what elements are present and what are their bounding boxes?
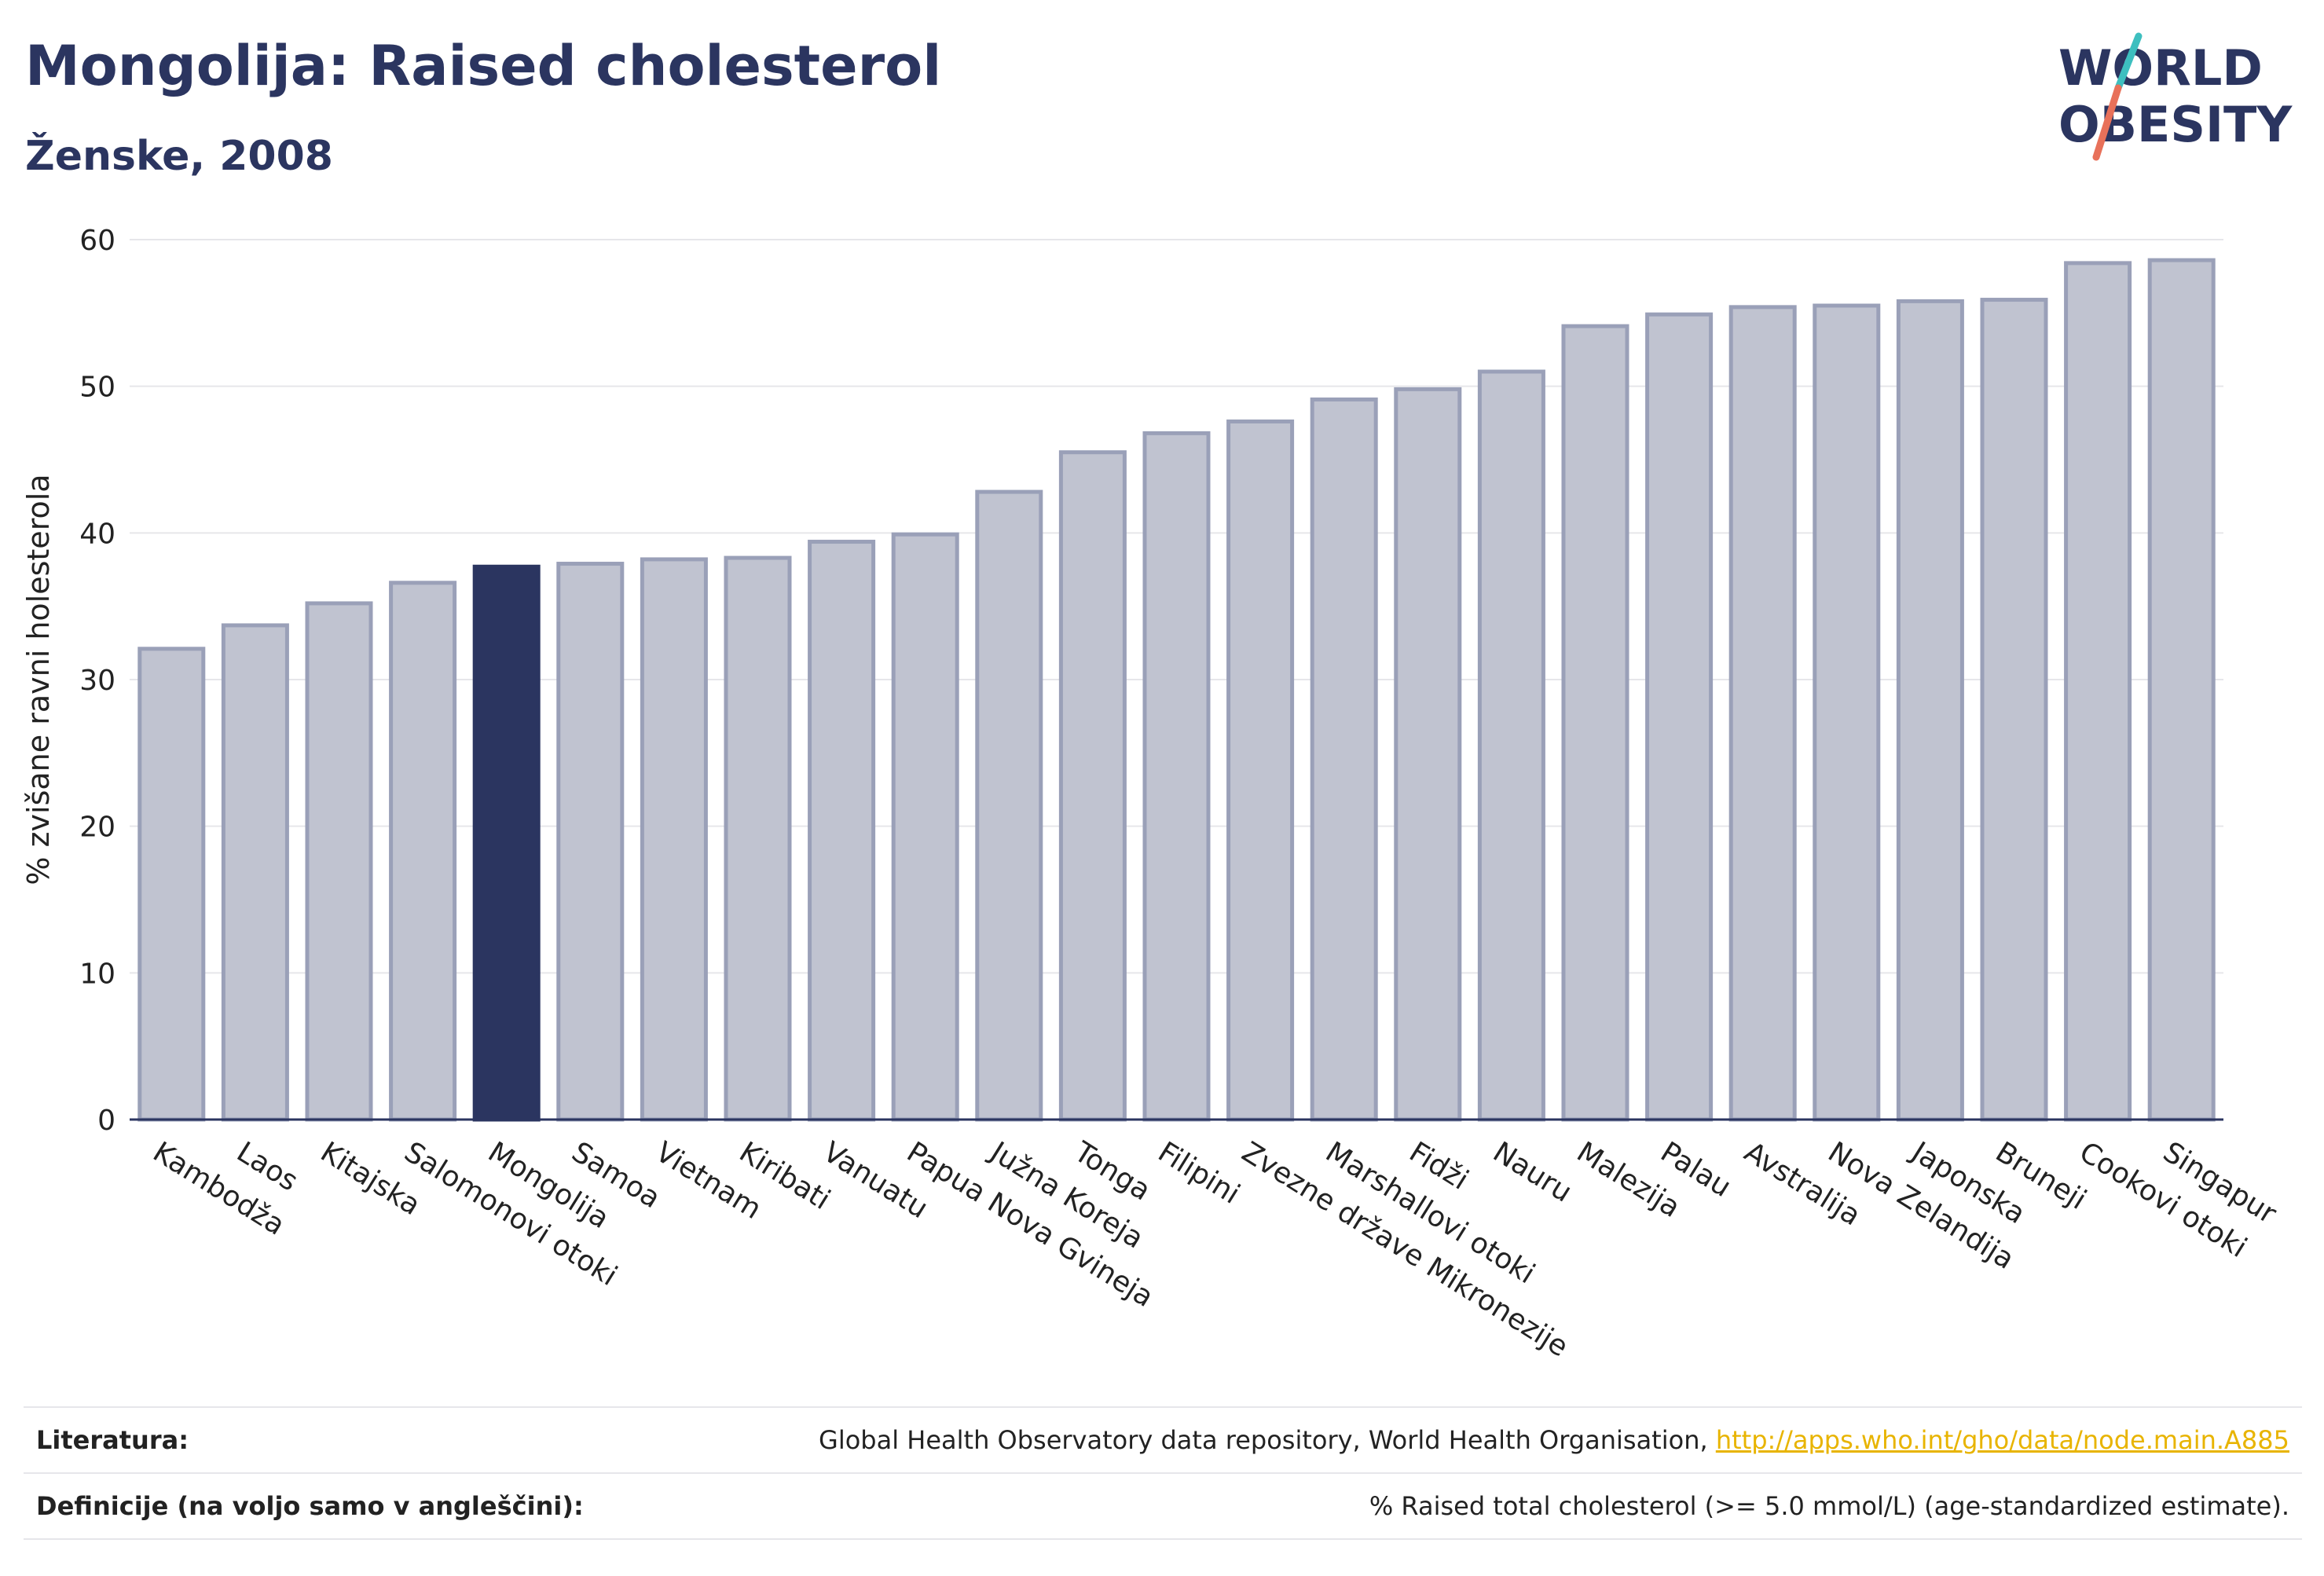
- world-obesity-logo: WORLD OBESITY: [2058, 32, 2293, 161]
- bar: [1813, 303, 1881, 1122]
- footer-sources-label: Literatura:: [36, 1425, 189, 1455]
- footer-sources-row: Literatura: Global Health Observatory da…: [24, 1406, 2302, 1472]
- bar: [640, 557, 708, 1122]
- bar: [808, 540, 876, 1122]
- bar: [389, 581, 457, 1122]
- bar: [1226, 419, 1295, 1122]
- logo-slash-top: [2114, 32, 2143, 92]
- x-tick-label: Nauru: [1487, 1136, 1578, 1209]
- bar: [724, 555, 792, 1122]
- footer-sources-link[interactable]: http://apps.who.int/gho/data/node.main.A…: [1715, 1425, 2289, 1455]
- footer: Literatura: Global Health Observatory da…: [24, 1406, 2302, 1540]
- y-tick-label: 40: [79, 518, 115, 550]
- y-tick-label: 30: [79, 665, 115, 697]
- y-tick-label: 50: [79, 372, 115, 404]
- bar: [1728, 305, 1797, 1122]
- bar: [1896, 299, 1964, 1122]
- y-axis-label: % zvišane ravni holesterola: [21, 474, 56, 885]
- logo-text-world: WORLD: [2058, 39, 2263, 97]
- x-tick-label: Filipini: [1153, 1136, 1245, 1211]
- footer-sources: Global Health Observatory data repositor…: [819, 1425, 2302, 1455]
- footer-definition-row: Definicije (na voljo samo v angleščini):…: [24, 1472, 2302, 1540]
- y-tick-label: 60: [79, 225, 115, 257]
- chart-subtitle: Ženske, 2008: [25, 133, 333, 180]
- logo-slash-bottom: [2092, 84, 2122, 161]
- bar: [1058, 450, 1127, 1122]
- bar: [1477, 369, 1545, 1122]
- y-tick-label: 10: [79, 958, 115, 990]
- bars: [137, 258, 2216, 1122]
- bar: [2064, 261, 2132, 1122]
- bar: [891, 532, 959, 1122]
- y-tick-labels: 0 10 20 30 40 50 60: [79, 225, 115, 1137]
- bar: [975, 489, 1043, 1122]
- bar: [1394, 387, 1462, 1122]
- bar: [1645, 312, 1714, 1122]
- bar: [556, 562, 625, 1122]
- bar: [137, 647, 206, 1122]
- footer-sources-text: Global Health Observatory data repositor…: [819, 1425, 1716, 1455]
- chart-title: Mongolija: Raised cholesterol: [25, 34, 942, 98]
- bar: [1561, 324, 1629, 1122]
- y-tick-label: 0: [97, 1105, 115, 1137]
- bar: [1980, 298, 2048, 1122]
- bar: [2147, 258, 2216, 1122]
- bar: [221, 623, 289, 1122]
- y-tick-label: 20: [79, 812, 115, 844]
- bar: [1142, 431, 1211, 1122]
- bar: [1310, 397, 1378, 1122]
- footer-definition-label: Definicije (na voljo samo v angleščini):: [36, 1491, 584, 1521]
- bar: [305, 601, 373, 1122]
- footer-definition-text: % Raised total cholesterol (>= 5.0 mmol/…: [1369, 1491, 2289, 1521]
- bar: [472, 564, 541, 1122]
